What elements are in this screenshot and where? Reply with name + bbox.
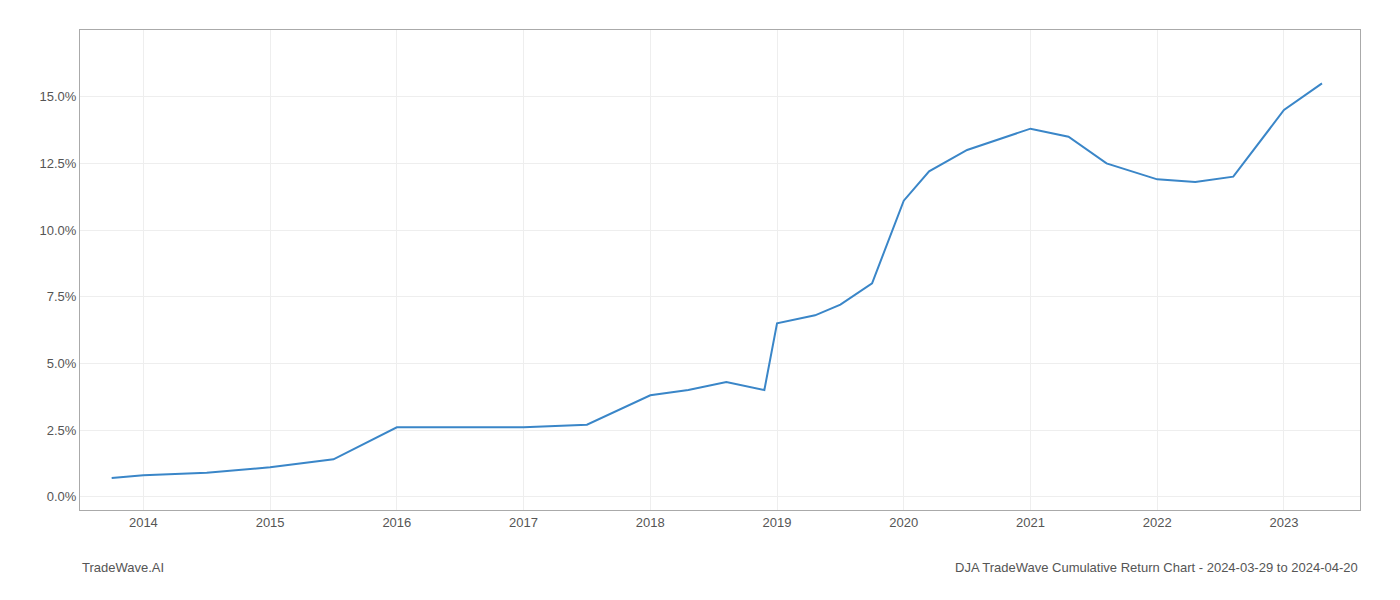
svg-text:2015: 2015 (256, 515, 285, 530)
svg-text:2019: 2019 (763, 515, 792, 530)
svg-text:10.0%: 10.0% (40, 223, 77, 238)
svg-text:2018: 2018 (636, 515, 665, 530)
svg-text:TradeWave.AI: TradeWave.AI (82, 560, 164, 575)
svg-text:2.5%: 2.5% (47, 423, 77, 438)
svg-text:15.0%: 15.0% (40, 89, 77, 104)
svg-text:2021: 2021 (1016, 515, 1045, 530)
svg-text:2017: 2017 (509, 515, 538, 530)
svg-text:2014: 2014 (129, 515, 158, 530)
svg-text:0.0%: 0.0% (47, 489, 77, 504)
svg-text:2022: 2022 (1143, 515, 1172, 530)
svg-text:2016: 2016 (382, 515, 411, 530)
svg-text:2023: 2023 (1269, 515, 1298, 530)
svg-text:5.0%: 5.0% (47, 356, 77, 371)
svg-text:DJA TradeWave Cumulative Retur: DJA TradeWave Cumulative Return Chart - … (955, 560, 1358, 575)
svg-text:12.5%: 12.5% (40, 156, 77, 171)
svg-text:7.5%: 7.5% (47, 289, 77, 304)
svg-text:2020: 2020 (889, 515, 918, 530)
